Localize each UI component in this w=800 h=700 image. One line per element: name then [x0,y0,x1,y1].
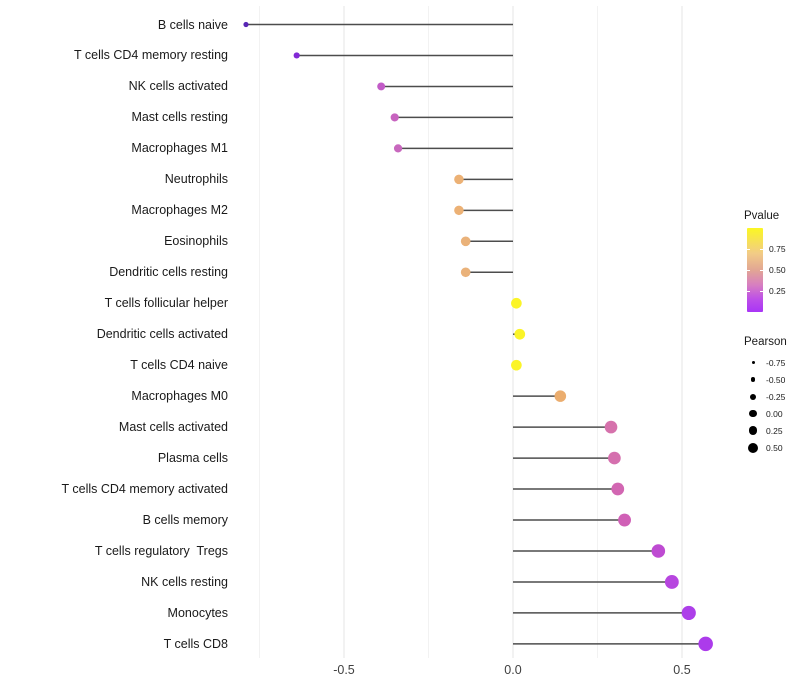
pearson-legend-title: Pearson [744,336,787,348]
lollipop-dot [681,605,696,621]
pearson-key-label: -0.25 [766,391,786,402]
y-axis-label: T cells CD8 [163,636,228,651]
y-axis-label: T cells CD4 naive [130,358,228,373]
lollipop-dot [608,451,621,465]
pearson-key-dot [750,393,756,400]
pearson-legend-item: -0.75 [744,354,787,371]
pvalue-tick-mark [747,270,750,271]
lollipop-dot [651,544,666,558]
pvalue-tick-mark [760,249,763,250]
pearson-key-dot [751,361,755,364]
x-axis-tick-label: -0.5 [333,663,355,677]
lollipop-dot [460,267,471,278]
pearson-key-cell [744,426,762,435]
y-axis-label: B cells naive [157,17,228,32]
pvalue-legend-title: Pvalue [744,210,780,222]
lollipop-dot [514,328,526,340]
lollipop-dot [611,482,625,496]
pearson-key-dot [750,377,756,382]
y-axis-label: NK cells activated [128,79,228,94]
y-axis-label: T cells CD4 memory resting [74,48,228,63]
pvalue-tick-mark [760,291,763,292]
pearson-key-label: 0.25 [766,425,783,436]
pearson-key-dot [748,426,758,435]
y-axis-label: Plasma cells [157,451,228,466]
pvalue-gradient-bar [747,228,763,312]
y-axis-label: Macrophages M2 [131,203,228,218]
pvalue-legend: Pvalue 0.75 0.50 0.25 [744,210,786,312]
lollipop-dot [377,82,386,91]
lollipop-dot [698,636,713,652]
pearson-key-label: -0.75 [766,357,786,368]
pearson-key-dot [748,442,758,453]
pearson-key-label: 0.50 [766,442,783,453]
y-axis-label: Eosinophils [164,234,228,249]
lollipop-dot [454,205,464,216]
pearson-key-label: 0.00 [766,408,783,419]
pearson-legend-item: -0.50 [744,371,787,388]
lollipop-dot [243,21,249,28]
lollipop-dot [390,113,399,122]
pearson-key-cell [744,377,762,382]
lollipop-dot [511,297,522,309]
pearson-legend: Pearson -0.75 -0.50 -0.25 0.00 0.25 0.50 [744,336,787,456]
pvalue-tick-label: 0.50 [769,265,786,275]
lollipop-dot [393,144,403,153]
y-axis-label: Monocytes [167,605,228,620]
pvalue-tick-label: 0.75 [769,244,786,254]
y-axis-label: Macrophages M1 [131,141,228,156]
lollipop-dot [618,513,631,527]
pearson-legend-item: -0.25 [744,388,787,405]
pearson-legend-item: 0.00 [744,405,787,422]
lollipop-dot [604,420,618,434]
pvalue-tick-mark [747,249,750,250]
y-axis-label: Neutrophils [164,172,228,187]
pearson-legend-item: 0.50 [744,439,787,456]
y-axis-label: Macrophages M0 [131,389,228,404]
y-axis-label: T cells follicular helper [104,296,228,311]
y-axis-label: Dendritic cells resting [109,265,228,280]
lollipop-dot [664,575,679,589]
y-axis-label: B cells memory [142,513,228,528]
lollipop-dot [554,390,567,402]
pvalue-tick-mark [760,270,763,271]
pearson-legend-item: 0.25 [744,422,787,439]
y-axis-label: Mast cells activated [118,420,228,435]
pearson-key-cell [744,442,762,453]
pearson-key-cell [744,409,762,418]
pearson-legend-items: -0.75 -0.50 -0.25 0.00 0.25 0.50 [744,354,787,456]
lollipop-dot [454,174,464,185]
pearson-key-cell [744,361,762,364]
y-axis-label: Mast cells resting [131,110,228,125]
x-axis-tick-label: 0.5 [673,663,691,677]
x-axis-tick-label: 0.0 [504,663,522,677]
pvalue-tick-mark [747,291,750,292]
lollipop-dot [293,52,300,59]
pearson-key-dot [749,409,757,418]
lollipop-dot [460,236,471,247]
pvalue-tick-label: 0.25 [769,286,786,296]
y-axis-label: NK cells resting [141,574,228,589]
y-axis-label: T cells CD4 memory activated [61,482,229,497]
y-axis-label: Dendritic cells activated [96,327,228,342]
pearson-key-label: -0.50 [766,374,786,385]
lollipop-dot [511,359,522,371]
y-axis-label: T cells regulatory Tregs [94,543,228,558]
pearson-key-cell [744,393,762,400]
